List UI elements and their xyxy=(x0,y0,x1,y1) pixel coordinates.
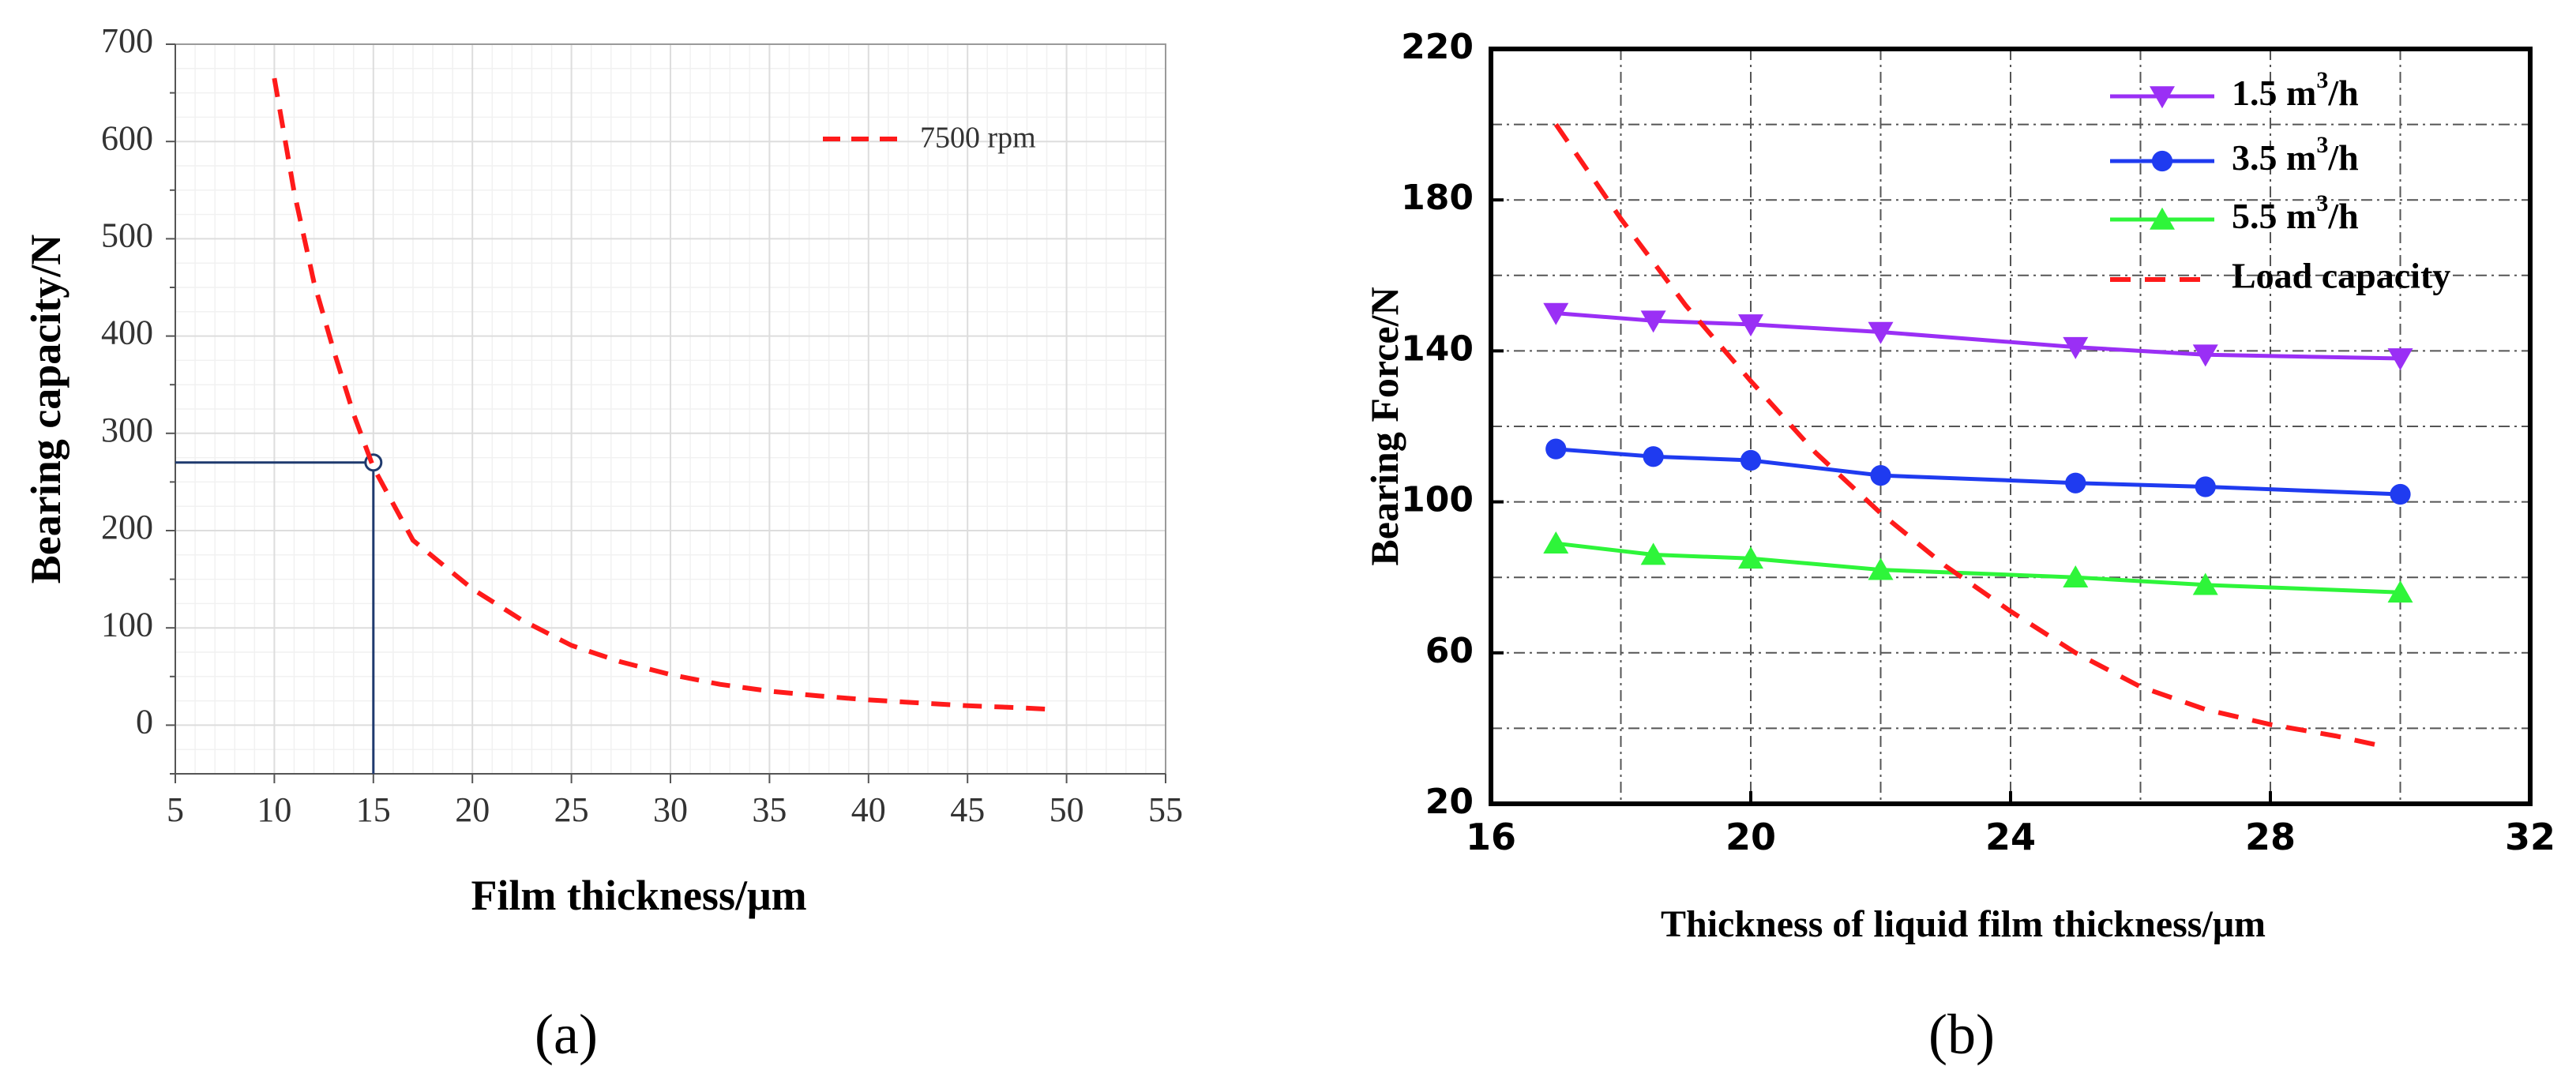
chart-a: 5 10 15 20 25 30 35 40 45 50 55 0 100 200 300 400 500 60… xyxy=(22,21,1183,919)
chart-b-point xyxy=(2387,348,2413,371)
chart-b-point xyxy=(2065,472,2086,493)
chart-b-legend-label: Load capacity xyxy=(2232,256,2450,296)
chart-a-x-tick-label: 45 xyxy=(950,790,985,829)
chart-b-series-line xyxy=(1556,447,2401,497)
chart-b-y-tick-label: 220 xyxy=(1401,27,1474,67)
chart-a-y-ticks: 0 100 200 300 400 500 600 700 xyxy=(101,21,175,775)
chart-b-point xyxy=(1640,310,1666,333)
chart-b-y-tick-label: 140 xyxy=(1401,328,1474,369)
chart-a-y-axis-label: Bearing capacity/N xyxy=(22,235,69,584)
chart-b-point xyxy=(1868,557,1894,580)
chart-b-point xyxy=(2390,483,2411,505)
chart-b-x-tick-label: 16 xyxy=(1466,816,1516,858)
chart-a-x-tick-label: 25 xyxy=(554,790,589,829)
chart-a-grid xyxy=(175,43,1166,775)
chart-b-legend-marker xyxy=(2151,150,2173,172)
chart-b-y-tick-label: 60 xyxy=(1425,631,1474,671)
chart-b-legend-marker xyxy=(2150,86,2175,109)
chart-a-x-tick-label: 15 xyxy=(356,790,391,829)
chart-a-series xyxy=(272,77,1057,712)
chart-b-point xyxy=(2063,565,2089,587)
chart-b-legend-label: 1.5 m3/h xyxy=(2232,67,2359,113)
chart-a-y-tick-label: 100 xyxy=(101,605,153,644)
chart-b-point xyxy=(1543,531,1569,554)
chart-a-y-tick-label: 400 xyxy=(101,313,153,352)
chart-b-grid xyxy=(1491,49,2530,804)
chart-a-x-tick-label: 55 xyxy=(1148,790,1183,829)
chart-a-y-tick-label: 0 xyxy=(136,702,153,741)
chart-b-series-line xyxy=(1553,122,2388,750)
chart-b-y-tick-label: 100 xyxy=(1401,480,1474,520)
chart-b-point xyxy=(1740,449,1762,471)
chart-b-point xyxy=(1870,465,1891,486)
chart-a-x-tick-label: 30 xyxy=(653,790,688,829)
chart-b-point xyxy=(2192,344,2218,367)
chart-b-x-ticks: 16 20 24 28 32 xyxy=(1466,791,2555,858)
chart-a-x-tick-label: 50 xyxy=(1050,790,1084,829)
chart-b-y-tick-label: 180 xyxy=(1401,178,1474,218)
chart-b-plot-frame xyxy=(1489,47,2533,806)
chart-a-x-ticks: 5 10 15 20 25 30 35 40 45 50 55 xyxy=(167,774,1183,829)
chart-b-point xyxy=(1543,302,1569,325)
chart-a-x-axis-label: Film thickness/μm xyxy=(471,872,806,919)
chart-a-x-tick-label: 5 xyxy=(167,790,184,829)
chart-a-y-tick-label: 600 xyxy=(101,118,153,157)
chart-b-x-axis-label: Thickness of liquid film thickness/μm xyxy=(1661,903,2266,945)
chart-b-x-tick-label: 20 xyxy=(1725,816,1776,858)
chart-b-legend: 1.5 m3/h 3.5 m3/h 5.5 m3/h Load capacity xyxy=(2110,67,2450,296)
chart-b-legend-marker xyxy=(2150,207,2175,230)
chart-b-point xyxy=(2387,580,2413,603)
chart-a-x-tick-label: 35 xyxy=(752,790,787,829)
chart-b-point xyxy=(2192,572,2218,595)
chart-b-point xyxy=(2063,336,2089,359)
chart-a-x-tick-label: 40 xyxy=(851,790,886,829)
chart-b-x-tick-label: 28 xyxy=(2245,816,2296,858)
chart-b-point xyxy=(1868,321,1894,344)
chart-b-x-tick-label: 24 xyxy=(1985,816,2036,858)
chart-b-point xyxy=(1738,546,1763,569)
chart-a-y-tick-label: 700 xyxy=(101,21,153,60)
panel-a-caption: (a) xyxy=(535,1003,598,1066)
chart-b-legend-label: 3.5 m3/h xyxy=(2232,132,2359,178)
chart-b-point xyxy=(2195,476,2216,497)
chart-a-y-tick-label: 200 xyxy=(101,508,153,546)
chart-a-legend-label: 7500 rpm xyxy=(920,122,1036,155)
panel-b-caption: (b) xyxy=(1928,1003,1995,1066)
chart-b-x-tick-label: 32 xyxy=(2505,816,2555,858)
chart-b-y-tick-label: 20 xyxy=(1425,782,1474,822)
chart-b-y-axis-label: Bearing Force/N xyxy=(1362,287,1406,565)
chart-b-series xyxy=(1543,122,2413,750)
chart-b-point xyxy=(1640,542,1666,565)
chart-a-legend: 7500 rpm xyxy=(823,122,1036,155)
chart-b-legend-label: 5.5 m3/h xyxy=(2232,190,2359,236)
chart-b-series-line xyxy=(1556,541,2401,595)
chart-b-point xyxy=(1545,438,1567,460)
chart-a-x-tick-label: 10 xyxy=(257,790,291,829)
chart-b-point xyxy=(1738,314,1763,337)
chart-a-y-tick-label: 500 xyxy=(101,216,153,254)
chart-a-x-tick-label: 20 xyxy=(455,790,490,829)
chart-a-y-tick-label: 300 xyxy=(101,411,153,449)
chart-b-y-ticks: 20 60 100 140 180 220 xyxy=(1401,27,1504,822)
chart-a-series-line xyxy=(272,77,1057,712)
chart-b-point xyxy=(1643,446,1664,467)
